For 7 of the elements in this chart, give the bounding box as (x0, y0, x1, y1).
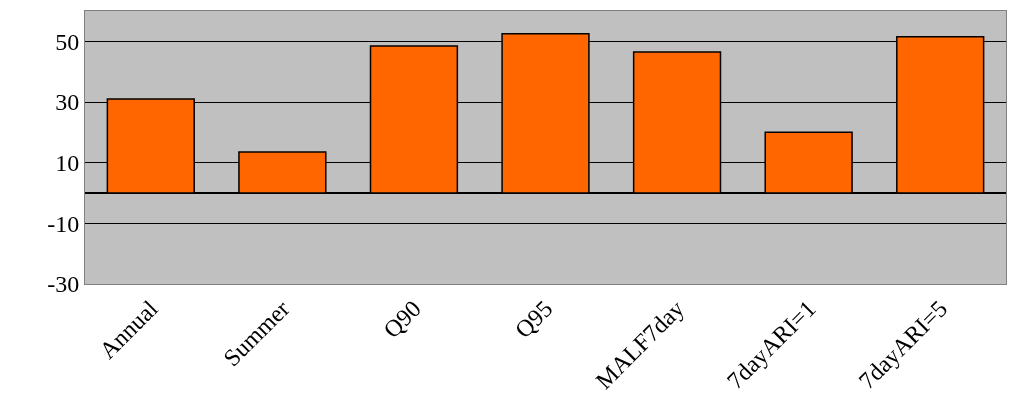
y-tick-label: -10 (47, 210, 80, 237)
x-tick-label: Q95 (509, 295, 558, 344)
y-tick-label: 10 (55, 150, 80, 177)
y-tick-label: -30 (47, 271, 80, 298)
y-tick-label: 50 (55, 28, 80, 55)
y-tick-label: 30 (55, 89, 80, 116)
x-tick-label: Q90 (378, 295, 426, 344)
